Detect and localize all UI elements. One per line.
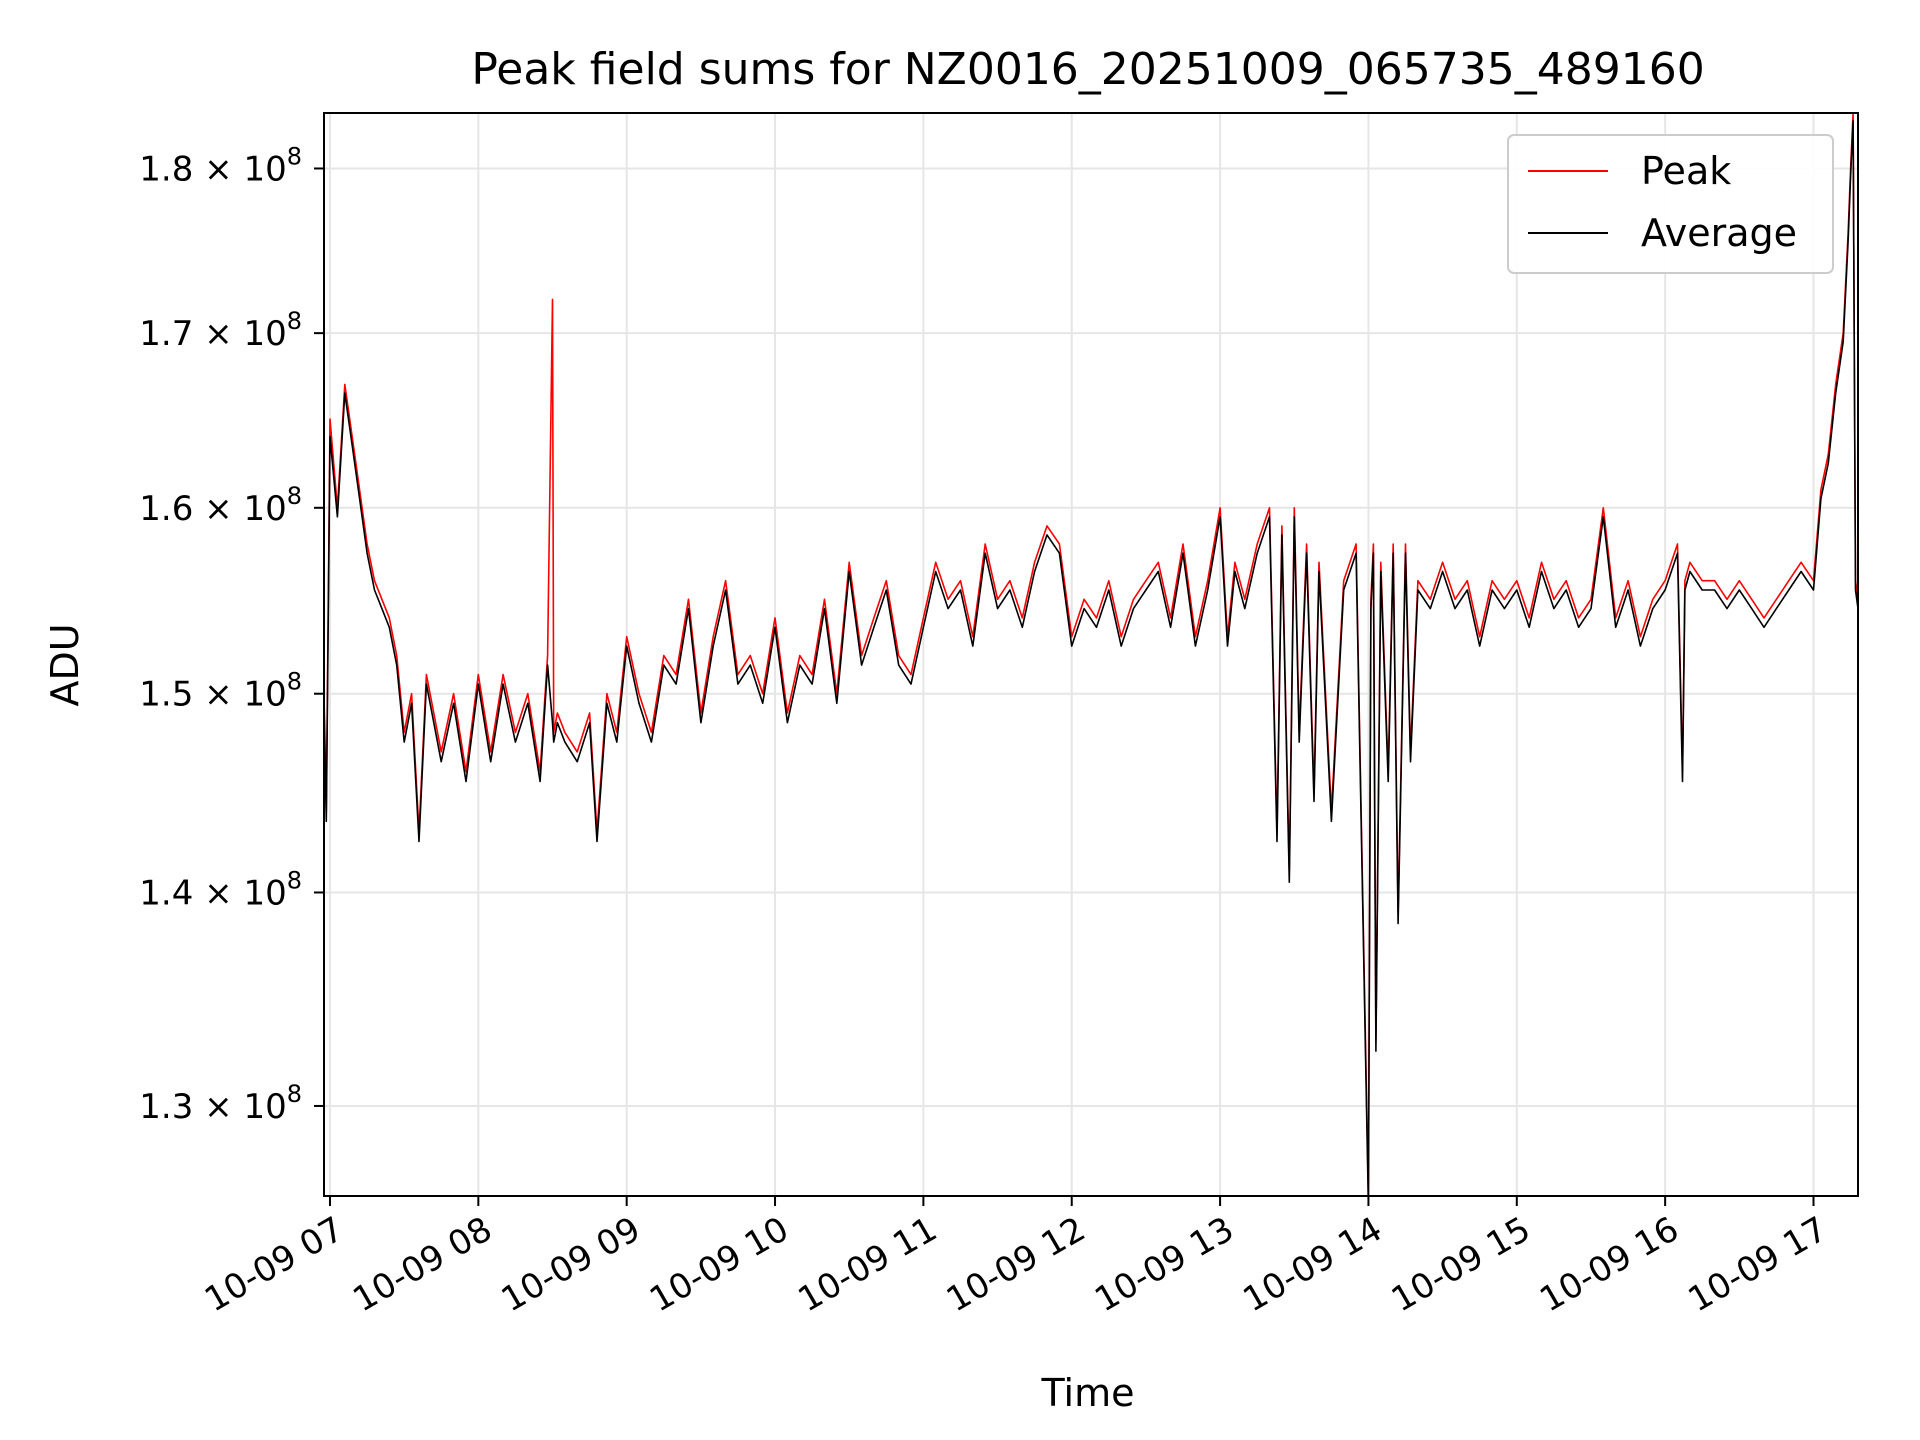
plot-frame (323, 112, 1859, 1197)
y-tick-label: 1.5 × 108 (139, 668, 302, 715)
legend-box (1507, 134, 1834, 274)
grid-lines (324, 113, 1858, 1196)
x-axis-label: Time (1041, 1371, 1135, 1415)
y-tick-label: 1.8 × 108 (139, 142, 302, 189)
chart-title: Peak field sums for NZ0016_20251009_0657… (471, 44, 1704, 95)
y-axis: 1.3 × 108 1.4 × 108 1.5 × 108 1.6 × 108 1.7 … (139, 142, 324, 1127)
legend: Peak Average (1507, 134, 1834, 274)
y-axis-label: ADU (43, 623, 87, 706)
legend-label-average: Average (1641, 211, 1797, 255)
legend-label-peak: Peak (1641, 149, 1731, 193)
y-tick-label: 1.4 × 108 (139, 866, 302, 913)
y-tick-label: 1.6 × 108 (139, 482, 302, 529)
y-tick-label: 1.7 × 108 (139, 307, 302, 354)
series-line-average (324, 120, 1858, 1196)
plot-series (324, 113, 1858, 1196)
y-tick-label: 1.3 × 108 (139, 1080, 302, 1127)
